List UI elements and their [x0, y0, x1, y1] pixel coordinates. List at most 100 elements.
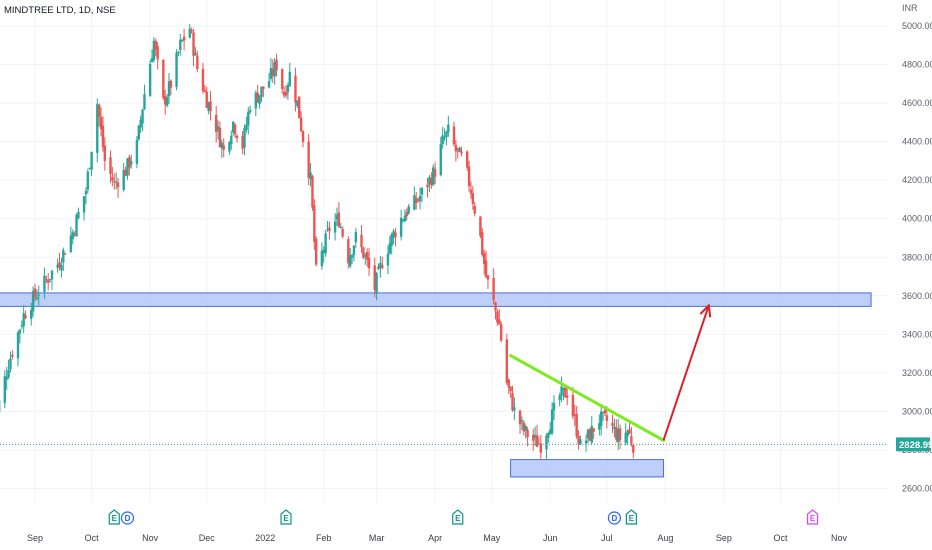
candle [56, 258, 59, 273]
time-axis[interactable]: Sep Oct Nov Dec 2022 Feb Mar Apr May Jun Jul Aug Sep… [27, 533, 848, 543]
candle [294, 67, 297, 112]
candle [326, 221, 329, 232]
candle [228, 141, 231, 156]
earnings-badge[interactable]: E [452, 509, 464, 525]
candle [403, 209, 407, 222]
candle [320, 242, 324, 270]
candle [73, 230, 76, 237]
candle [114, 172, 118, 190]
candle [505, 333, 509, 385]
candle [33, 283, 37, 302]
candle [205, 86, 208, 108]
candle [45, 275, 48, 284]
candle [103, 137, 107, 171]
candle [267, 73, 271, 89]
candle [24, 310, 27, 320]
candle [77, 207, 80, 220]
candle [248, 105, 252, 115]
candle [473, 201, 476, 217]
candle [269, 58, 273, 82]
candle [445, 130, 448, 146]
candle [458, 146, 461, 153]
candle [60, 257, 63, 278]
earnings-badge[interactable]: E [280, 509, 292, 525]
support-zone[interactable] [510, 459, 664, 478]
candle [235, 134, 239, 143]
price-tick-label: 4400.00 [902, 137, 932, 147]
currency-label: INR [902, 3, 918, 13]
candle [518, 409, 522, 434]
candle [341, 226, 344, 239]
candle [164, 89, 167, 115]
price-tick-label: 5000.00 [902, 21, 932, 31]
candle [315, 236, 318, 267]
price-tick-label: 4600.00 [902, 98, 932, 108]
candle [335, 207, 339, 226]
price-tick-label: 3200.00 [902, 368, 932, 378]
candle [447, 115, 450, 137]
candle [148, 59, 152, 97]
candle [216, 120, 220, 140]
descending-trendline[interactable] [509, 354, 665, 442]
candle [203, 84, 207, 93]
candle [454, 140, 458, 162]
price-axis[interactable]: INR2600.002800.003000.003200.003400.0036… [902, 3, 932, 494]
time-tick-label: 2022 [255, 533, 275, 543]
candle [441, 126, 444, 149]
candle [601, 411, 605, 421]
candle [413, 186, 416, 211]
candle [575, 405, 578, 439]
resistance-zone[interactable] [0, 292, 872, 307]
candle [111, 166, 114, 187]
candle [284, 85, 288, 99]
candle [207, 101, 210, 115]
candle [386, 245, 390, 274]
candle [9, 351, 12, 373]
candle [231, 120, 235, 137]
candle [62, 247, 65, 272]
candle [496, 309, 499, 326]
projection-arrow[interactable] [662, 305, 710, 441]
earnings-badge[interactable]: E [108, 509, 120, 525]
candle [299, 111, 303, 133]
candle [381, 256, 384, 270]
candle [75, 213, 78, 237]
candle [486, 274, 490, 289]
earnings-badge[interactable]: E [806, 509, 819, 525]
candle [220, 139, 224, 159]
candle [288, 62, 291, 87]
svg-text:E: E [629, 514, 635, 523]
candle [214, 106, 218, 143]
candle [545, 433, 548, 459]
earnings-badge[interactable]: E [625, 509, 637, 525]
candle [99, 107, 103, 137]
candle [116, 177, 120, 198]
candle [481, 227, 484, 257]
candle [313, 199, 316, 250]
dividend-badge[interactable]: D [120, 511, 135, 525]
candle [460, 146, 463, 157]
candle [452, 121, 456, 147]
price-tick-label: 3400.00 [902, 329, 932, 339]
candle [611, 414, 614, 434]
candle [407, 204, 410, 215]
candle [465, 150, 469, 171]
last-price-tag [896, 437, 930, 452]
dividend-badge[interactable]: D [607, 511, 622, 525]
candle [388, 235, 392, 255]
candle [533, 426, 537, 446]
candle [281, 68, 284, 94]
candle [190, 27, 193, 34]
candle [613, 418, 616, 438]
candle [262, 86, 265, 98]
candle [258, 95, 261, 109]
candle [88, 167, 91, 170]
candle [532, 428, 535, 451]
candle [390, 232, 393, 255]
candle [301, 130, 305, 148]
candles [0, 24, 635, 460]
candle [273, 57, 276, 85]
candle [430, 172, 433, 189]
